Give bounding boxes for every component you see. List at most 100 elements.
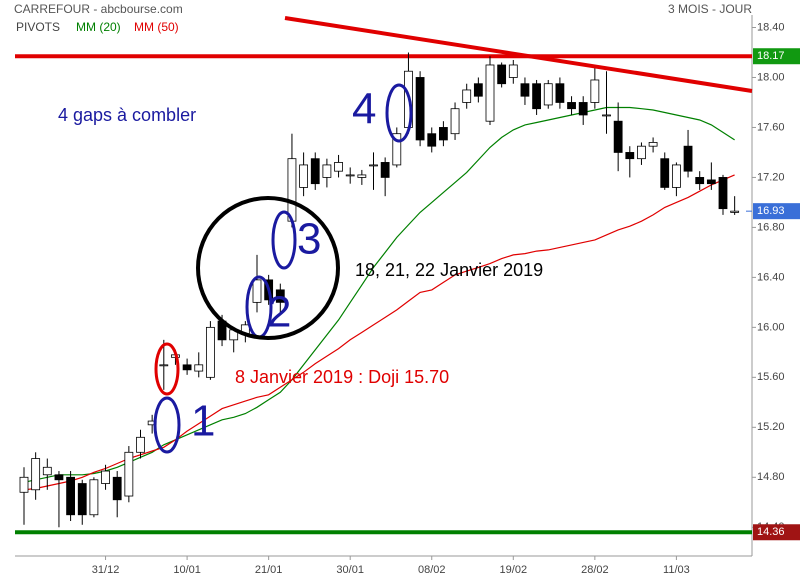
last-price-box bbox=[753, 203, 800, 220]
candle-body bbox=[112, 476, 122, 501]
annotation: 2 bbox=[267, 288, 291, 337]
y-tick-label: 14.80 bbox=[757, 471, 785, 483]
plot bbox=[15, 26, 756, 560]
candle-body bbox=[450, 108, 460, 135]
candle-body bbox=[194, 364, 204, 372]
y-tick-label: 15.60 bbox=[757, 371, 785, 383]
pivot-label-box bbox=[753, 524, 800, 541]
labels: 14.4014.8015.2015.6016.0016.4016.8017.20… bbox=[58, 21, 800, 576]
candle-body bbox=[322, 164, 332, 178]
candle-body bbox=[66, 476, 75, 516]
moving-average bbox=[23, 174, 735, 491]
doji-oval bbox=[154, 342, 180, 396]
candle-body bbox=[520, 83, 530, 97]
y-tick-label: 18.00 bbox=[757, 71, 785, 83]
gap-oval bbox=[385, 83, 413, 143]
candle-body bbox=[613, 120, 623, 153]
candle-body bbox=[357, 174, 367, 178]
candle-body bbox=[683, 145, 693, 172]
annotation: 4 gaps à combler bbox=[58, 105, 196, 125]
candle-body bbox=[310, 158, 320, 185]
pivot-label: 18.17 bbox=[757, 50, 785, 62]
candle-body bbox=[299, 164, 309, 188]
legend-mm20: MM (20) bbox=[76, 20, 121, 34]
candle-body bbox=[578, 102, 588, 116]
candle-body bbox=[77, 483, 87, 516]
candle-body bbox=[54, 474, 64, 481]
candle-body bbox=[695, 177, 705, 185]
candle-body bbox=[648, 142, 658, 147]
candle-body bbox=[567, 102, 576, 110]
candle-body bbox=[392, 133, 402, 166]
chart-title: CARREFOUR - abcbourse.com bbox=[14, 2, 183, 16]
drawings bbox=[153, 16, 753, 454]
legend-pivots: PIVOTS bbox=[16, 20, 60, 34]
candle-body bbox=[706, 179, 716, 185]
candle-body bbox=[637, 145, 646, 160]
candle-body bbox=[718, 177, 728, 210]
candle-body bbox=[182, 364, 192, 371]
candle-body bbox=[508, 64, 518, 78]
candle-body bbox=[415, 77, 425, 141]
moving-average bbox=[23, 106, 735, 483]
candle-body bbox=[427, 133, 437, 147]
annotation: 18, 21, 22 Janvier 2019 bbox=[355, 260, 543, 280]
y-tick-label: 16.00 bbox=[757, 321, 785, 333]
trendline bbox=[284, 16, 753, 93]
candle-body bbox=[730, 210, 740, 213]
candle-body bbox=[672, 164, 681, 188]
y-tick-label: 16.40 bbox=[757, 271, 785, 283]
candle-body bbox=[345, 174, 355, 177]
candle-body bbox=[252, 279, 262, 303]
candle-body bbox=[485, 64, 495, 122]
y-tick-label: 18.40 bbox=[757, 21, 785, 33]
y-tick-label: 17.60 bbox=[757, 121, 785, 133]
candle-body bbox=[462, 89, 472, 103]
candle-body bbox=[205, 326, 215, 378]
annotation: 3 bbox=[297, 215, 321, 264]
candle-body bbox=[543, 83, 553, 106]
y-tick-label: 17.20 bbox=[757, 171, 785, 183]
x-tick-label: 21/01 bbox=[255, 564, 283, 576]
candle-body bbox=[287, 158, 297, 222]
y-tick-label: 15.20 bbox=[757, 421, 785, 433]
annotation: 1 bbox=[191, 397, 215, 446]
candle-body bbox=[124, 451, 134, 497]
x-tick-label: 28/02 bbox=[581, 564, 609, 576]
candle-body bbox=[334, 162, 343, 172]
candle-body bbox=[369, 164, 378, 167]
candle-body bbox=[89, 479, 99, 516]
candle-body bbox=[19, 476, 29, 493]
candle-body bbox=[590, 79, 600, 103]
candle-body bbox=[532, 83, 541, 110]
y-tick-label: 16.80 bbox=[757, 221, 785, 233]
candle-body bbox=[625, 152, 635, 160]
candle-body bbox=[275, 289, 285, 303]
candle-body bbox=[101, 470, 110, 484]
gap-oval bbox=[153, 396, 181, 454]
legend-mm50: MM (50) bbox=[134, 20, 179, 34]
x-tick-label: 10/01 bbox=[173, 564, 201, 576]
x-tick-label: 08/02 bbox=[418, 564, 446, 576]
x-tick-label: 11/03 bbox=[663, 564, 690, 576]
annotation: 4 bbox=[352, 85, 376, 134]
candle-body bbox=[602, 114, 611, 117]
gap-oval bbox=[271, 210, 297, 270]
candle-body bbox=[660, 158, 670, 188]
candle-body bbox=[497, 64, 507, 85]
candle-body bbox=[555, 83, 565, 103]
last-price-label: 16.93 bbox=[757, 205, 785, 217]
candle-body bbox=[380, 162, 390, 178]
x-tick-label: 31/12 bbox=[92, 564, 120, 576]
pivot-label-box bbox=[753, 48, 800, 65]
candle-body bbox=[42, 466, 52, 476]
chart-subtitle: 3 MOIS - JOUR bbox=[668, 2, 752, 16]
candle-body bbox=[473, 83, 483, 97]
candle-body bbox=[159, 364, 169, 367]
x-tick-label: 30/01 bbox=[336, 564, 364, 576]
pivot-label: 14.36 bbox=[757, 526, 785, 538]
candle-body bbox=[438, 127, 448, 141]
candle-body bbox=[136, 436, 145, 453]
